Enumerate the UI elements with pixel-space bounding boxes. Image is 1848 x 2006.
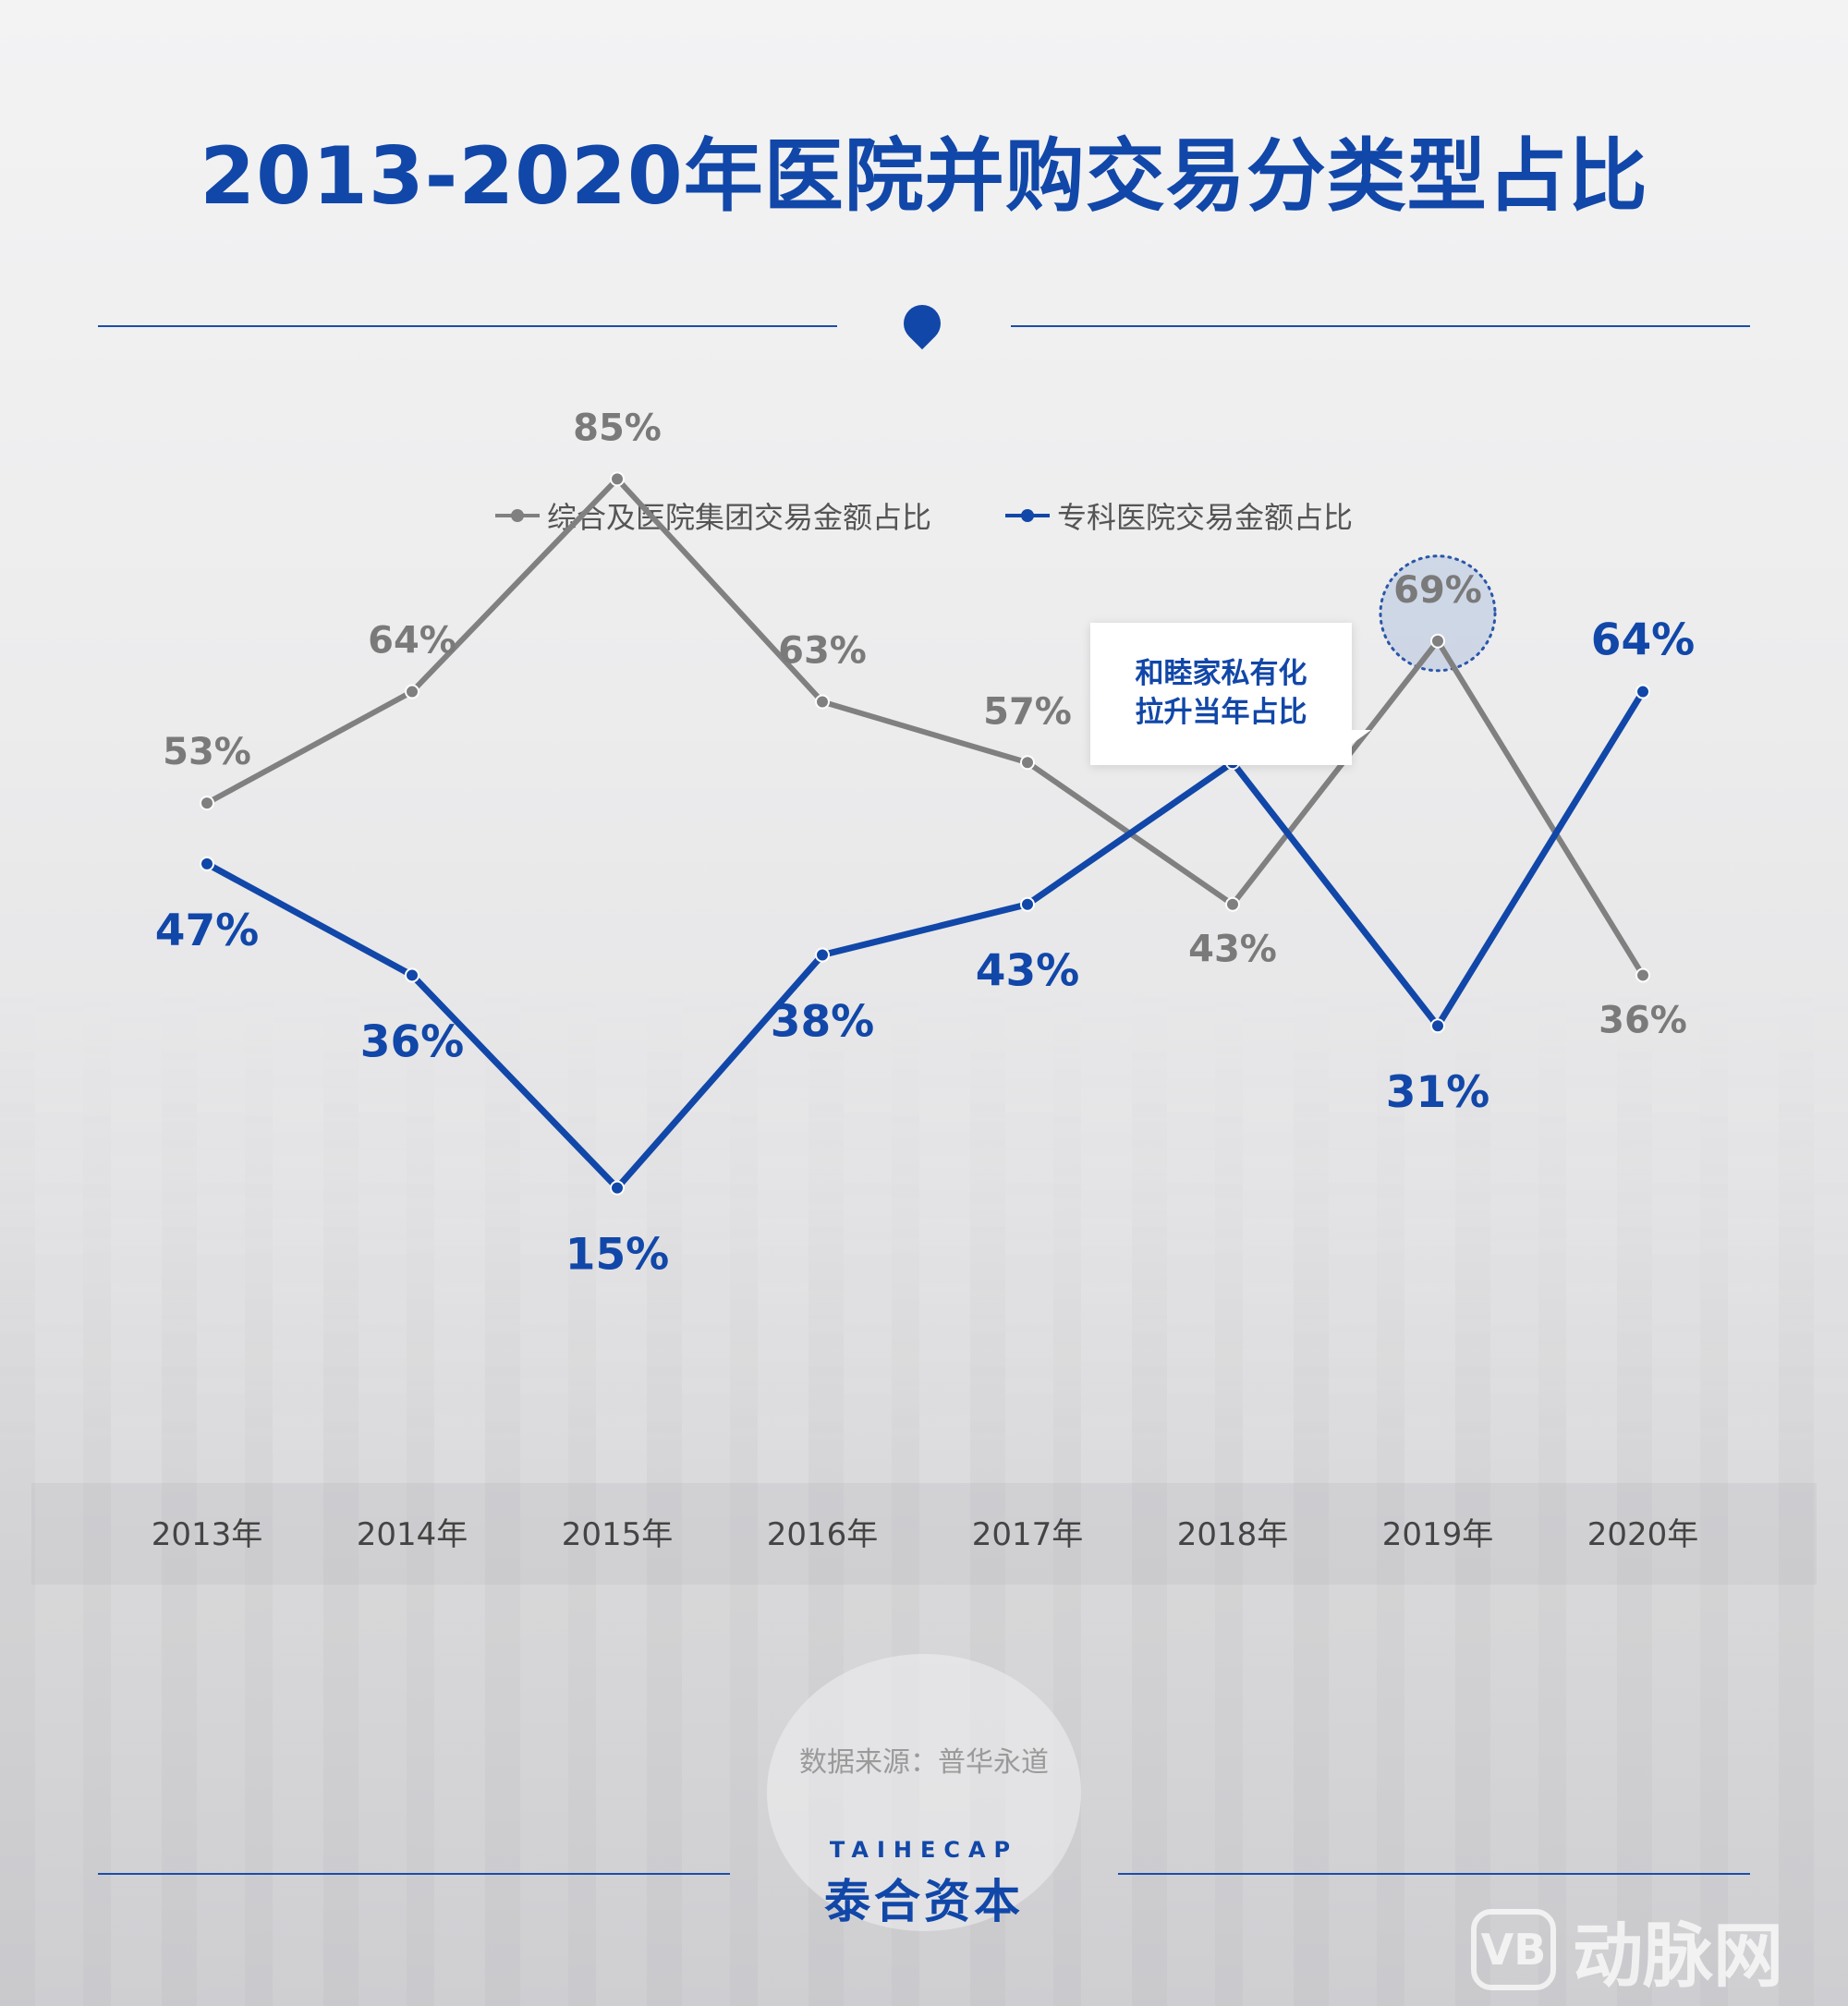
data-point-0-0 xyxy=(200,796,214,811)
data-label-1-0: 47% xyxy=(155,906,260,956)
data-label-0-3: 63% xyxy=(778,630,867,673)
data-label-0-0: 53% xyxy=(163,731,251,773)
legend-item-general: 综合及医院集团交易金额占比 xyxy=(494,494,931,537)
series-line-0 xyxy=(204,476,1646,979)
data-label-0-5: 43% xyxy=(1188,929,1277,971)
footer-emblem-circle xyxy=(767,1654,1081,1931)
data-point-0-7 xyxy=(1635,967,1650,983)
x-axis-band xyxy=(31,1483,1817,1585)
data-point-1-3 xyxy=(815,947,830,963)
data-label-1-6: 31% xyxy=(1386,1067,1490,1118)
data-point-0-5 xyxy=(1225,896,1240,912)
x-tick-label-4: 2017年 xyxy=(972,1516,1084,1553)
data-point-1-2 xyxy=(610,1180,625,1196)
page-title: 2013-2020年医院并购交易分类型占比 xyxy=(200,130,1648,223)
data-point-1-6 xyxy=(1430,1018,1445,1034)
data-point-0-2 xyxy=(610,471,625,487)
data-point-1-0 xyxy=(200,856,214,871)
data-label-0-4: 57% xyxy=(983,690,1072,733)
brand-name-en: TAIHECAP xyxy=(829,1837,1019,1863)
title-rule-left xyxy=(98,325,837,327)
data-source: 数据来源：普华永道 xyxy=(799,1746,1049,1779)
data-label-0-2: 85% xyxy=(573,407,662,449)
annotation-line-1: 和睦家私有化 xyxy=(1135,657,1307,691)
data-point-0-1 xyxy=(405,684,419,699)
data-label-1-4: 43% xyxy=(976,946,1080,997)
data-label-0-7: 36% xyxy=(1599,999,1687,1041)
legend-label-general: 综合及医院集团交易金额占比 xyxy=(546,500,931,535)
annotation-callout-tail xyxy=(1338,730,1371,754)
data-point-1-7 xyxy=(1635,684,1650,699)
annotation-line-2: 拉升当年占比 xyxy=(1135,696,1307,729)
x-tick-label-1: 2014年 xyxy=(357,1516,468,1553)
data-label-1-7: 64% xyxy=(1591,615,1696,666)
x-tick-label-5: 2018年 xyxy=(1177,1516,1289,1553)
chart-legend: 综合及医院集团交易金额占比 专科医院交易金额占比 xyxy=(0,494,1848,537)
watermark-text: 动脉网 xyxy=(1573,1915,1783,1997)
footer-rule-left xyxy=(98,1873,730,1875)
watermark-logo-icon: VB xyxy=(1471,1909,1556,1990)
title-rule-right xyxy=(1011,325,1750,327)
data-point-0-6 xyxy=(1430,633,1445,649)
annotation-highlight-circle xyxy=(1379,554,1497,673)
x-tick-label-3: 2016年 xyxy=(767,1516,879,1553)
data-point-1-4 xyxy=(1020,896,1035,912)
data-label-0-6: 69% xyxy=(1393,569,1482,612)
legend-swatch-blue-icon xyxy=(1005,509,1050,522)
data-point-1-1 xyxy=(405,967,419,983)
legend-item-specialty: 专科医院交易金额占比 xyxy=(1005,494,1353,537)
brand-name-cn: 泰合资本 xyxy=(824,1875,1024,1928)
series-line-1 xyxy=(203,688,1647,1192)
data-label-1-3: 38% xyxy=(771,997,875,1048)
watermark: VB 动脉网 xyxy=(1471,1899,1783,2000)
x-tick-label-0: 2013年 xyxy=(152,1516,263,1553)
data-point-0-3 xyxy=(815,694,830,710)
legend-swatch-gray-icon xyxy=(494,509,540,522)
data-point-0-4 xyxy=(1020,755,1035,771)
annotation-callout: 和睦家私有化 拉升当年占比 xyxy=(1090,623,1352,765)
legend-label-specialty: 专科医院交易金额占比 xyxy=(1057,500,1354,535)
footer-rule-right xyxy=(1118,1873,1750,1875)
x-tick-label-7: 2020年 xyxy=(1587,1516,1699,1553)
x-tick-label-2: 2015年 xyxy=(562,1516,674,1553)
data-label-1-2: 15% xyxy=(565,1230,670,1281)
x-tick-label-6: 2019年 xyxy=(1382,1516,1494,1553)
data-label-0-1: 64% xyxy=(368,620,456,663)
data-label-1-1: 36% xyxy=(360,1016,465,1067)
